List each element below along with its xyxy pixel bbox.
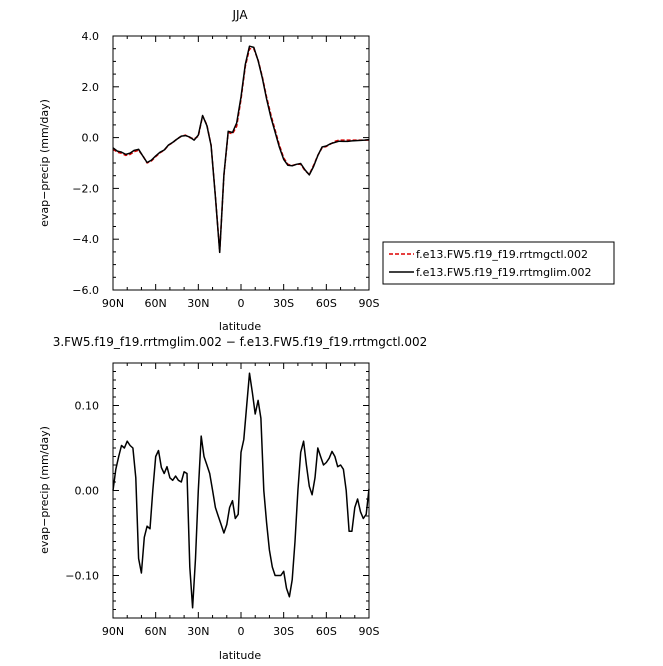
y-tick-label: 0.0 [82, 132, 100, 145]
top-series-group [112, 45, 370, 254]
legend-label-lim: f.e13.FW5.f19_f19.rrtmglim.002 [416, 266, 591, 279]
y-tick-label: −6.0 [72, 284, 99, 297]
bottom-panel-title: 3.FW5.f19_f19.rrtmglim.002 − f.e13.FW5.f… [53, 335, 428, 349]
x-tick-label: 30S [273, 625, 294, 638]
x-tick-label: 0 [238, 297, 245, 310]
x-tick-label: 0 [238, 625, 245, 638]
y-tick-label: 4.0 [82, 30, 100, 43]
x-tick-label: 60N [145, 625, 167, 638]
x-tick-label: 30S [273, 297, 294, 310]
x-tick-label: 60S [316, 297, 337, 310]
bottom-panel: 3.FW5.f19_f19.rrtmglim.002 − f.e13.FW5.f… [38, 335, 427, 662]
bottom-ticks: 90N 60N 30N 0 30S 60S 90S 0.10 0.00 −0.10 [65, 362, 380, 638]
top-panel-title: JJA [231, 8, 248, 22]
legend: f.e13.FW5.f19_f19.rrtmgctl.002 f.e13.FW5… [382, 241, 615, 285]
y-tick-label: −2.0 [72, 182, 99, 195]
bottom-y-axis-label: evap−precip (mm/day) [38, 426, 51, 554]
bottom-plot-frame [112, 362, 370, 619]
x-tick-label: 60S [316, 625, 337, 638]
series-line-0-1 [112, 45, 370, 254]
top-plot-frame [112, 35, 370, 291]
top-y-axis-label: evap−precip (mm/day) [38, 99, 51, 227]
y-tick-label: 0.10 [75, 400, 100, 413]
x-tick-label: 30N [187, 625, 209, 638]
bottom-x-axis-label: latitude [219, 649, 261, 662]
y-tick-label: 0.00 [75, 485, 100, 498]
top-panel: JJA evap−precip (mm/day) latitude 90N 60N… [38, 8, 380, 333]
x-tick-label: 90N [102, 297, 124, 310]
series-line-1-0 [112, 372, 370, 609]
legend-box [382, 241, 615, 285]
top-ticks: 90N 60N 30N 0 30S 60S 90S 4.0 2.0 0.0 −2.0 −4.0 −6.0 [72, 30, 379, 310]
x-tick-label: 60N [145, 297, 167, 310]
x-tick-label: 90S [359, 297, 380, 310]
y-tick-label: 2.0 [82, 81, 100, 94]
y-tick-label: −0.10 [65, 570, 99, 583]
y-tick-label: −4.0 [72, 233, 99, 246]
bottom-series-group [112, 372, 370, 609]
x-tick-label: 90S [359, 625, 380, 638]
legend-label-ctl: f.e13.FW5.f19_f19.rrtmgctl.002 [416, 248, 588, 261]
series-line-0-0 [112, 47, 369, 253]
top-x-axis-label: latitude [219, 320, 261, 333]
x-tick-label: 30N [187, 297, 209, 310]
x-tick-label: 90N [102, 625, 124, 638]
